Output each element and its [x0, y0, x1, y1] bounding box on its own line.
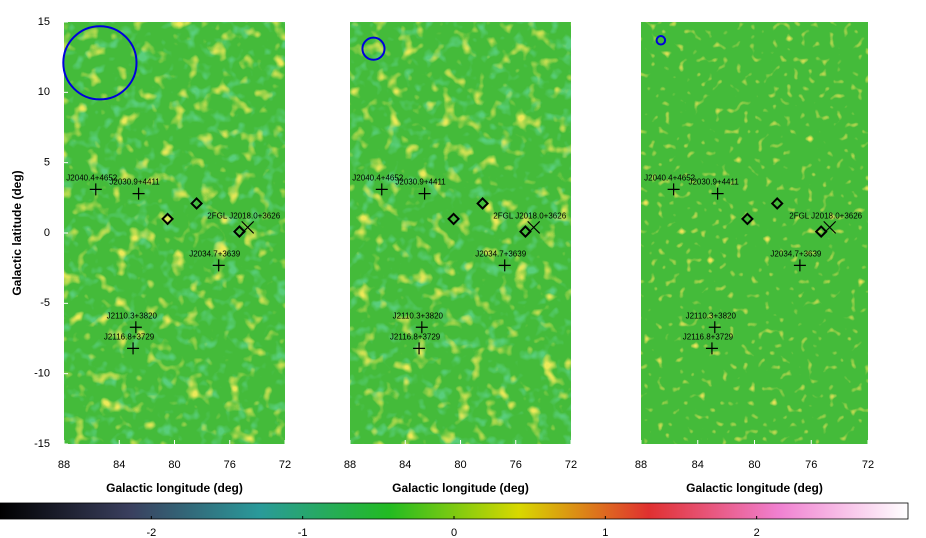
source-marker: [793, 259, 806, 272]
source-marker: [447, 212, 461, 226]
x-tick-label: 80: [748, 459, 760, 471]
source-label: J2110.3+3820: [393, 311, 444, 320]
source-marker: [375, 183, 388, 196]
source-marker: [413, 342, 426, 355]
source-marker: [527, 220, 541, 234]
source-label: J2116.8+3729: [390, 332, 441, 341]
source-label: J2110.3+3820: [107, 311, 158, 320]
source-marker: [161, 212, 175, 226]
x-tick-label: 88: [344, 459, 356, 471]
colorbar-tick-label: 1: [602, 527, 608, 538]
source-label: J2030.9+4411: [395, 178, 446, 187]
x-tick-label: 80: [168, 459, 180, 471]
y-tick-label: -10: [34, 368, 50, 380]
source-marker: [415, 321, 428, 334]
beam-circle: [62, 25, 138, 101]
x-axis-label: Galactic longitude (deg): [106, 481, 243, 495]
y-tick-label: -15: [34, 438, 50, 450]
source-label: J2040.4+4652: [644, 174, 695, 183]
source-marker: [129, 321, 142, 334]
map-texture: [64, 22, 285, 444]
beam-circle: [655, 35, 667, 46]
source-marker: [708, 321, 721, 334]
x-tick-label: 72: [279, 459, 291, 471]
x-tick-label: 84: [692, 459, 704, 471]
x-tick-label: 84: [113, 459, 125, 471]
source-label: J2110.3+3820: [686, 311, 737, 320]
source-marker: [233, 225, 246, 239]
map-texture: [641, 22, 868, 444]
source-marker: [519, 225, 532, 239]
source-marker: [212, 259, 225, 272]
x-tick-label: 72: [862, 459, 874, 471]
colorbar-tick-label: 2: [754, 527, 760, 538]
x-axis-label: Galactic longitude (deg): [686, 481, 823, 495]
map-panel: [641, 22, 868, 444]
source-label: J2034.7+3639: [770, 249, 821, 258]
source-marker: [127, 342, 140, 355]
y-axis-label: Galactic latitude (deg): [10, 170, 24, 295]
source-label: 2FGL J2018.0+3626: [789, 211, 862, 220]
source-label: 2FGL J2018.0+3626: [207, 211, 280, 220]
source-marker: [814, 225, 828, 239]
source-marker: [705, 342, 718, 355]
source-marker: [476, 197, 490, 210]
x-axis-label: Galactic longitude (deg): [392, 481, 529, 495]
source-marker: [241, 220, 255, 234]
source-label: J2030.9+4411: [688, 178, 739, 187]
source-marker: [667, 183, 680, 196]
source-marker: [740, 212, 754, 226]
x-tick-label: 76: [510, 459, 522, 471]
x-tick-label: 84: [399, 459, 411, 471]
x-tick-label: 88: [635, 459, 647, 471]
source-marker: [498, 259, 511, 272]
source-label: J2040.4+4652: [66, 174, 117, 183]
source-label: J2040.4+4652: [352, 174, 403, 183]
x-tick-label: 76: [224, 459, 236, 471]
x-tick-label: 88: [58, 459, 70, 471]
map-panel: [64, 22, 285, 444]
colorbar-tick-label: -2: [146, 527, 156, 538]
y-tick-label: -5: [40, 297, 50, 309]
source-marker: [823, 220, 837, 234]
x-tick-label: 80: [454, 459, 466, 471]
colorbar-tick-label: -1: [298, 527, 308, 538]
map-panel: [350, 22, 571, 444]
source-label: J2116.8+3729: [683, 332, 734, 341]
x-tick-label: 76: [805, 459, 817, 471]
source-label: J2034.7+3639: [189, 249, 240, 258]
source-label: J2030.9+4411: [109, 178, 160, 187]
source-label: J2116.8+3729: [104, 332, 155, 341]
source-marker: [770, 197, 784, 210]
source-label: 2FGL J2018.0+3626: [493, 211, 566, 220]
y-tick-label: 0: [44, 227, 50, 239]
source-marker: [711, 187, 724, 200]
source-marker: [190, 197, 204, 210]
x-tick-label: 72: [565, 459, 577, 471]
colorbar-tick-label: 0: [451, 527, 457, 538]
y-tick-label: 5: [44, 157, 50, 169]
source-label: J2034.7+3639: [475, 249, 526, 258]
source-marker: [132, 187, 145, 200]
beam-circle: [361, 36, 386, 61]
y-tick-label: 15: [38, 16, 50, 28]
map-texture: [350, 22, 571, 444]
source-marker: [418, 187, 431, 200]
y-tick-label: 10: [38, 86, 50, 98]
source-marker: [89, 183, 102, 196]
